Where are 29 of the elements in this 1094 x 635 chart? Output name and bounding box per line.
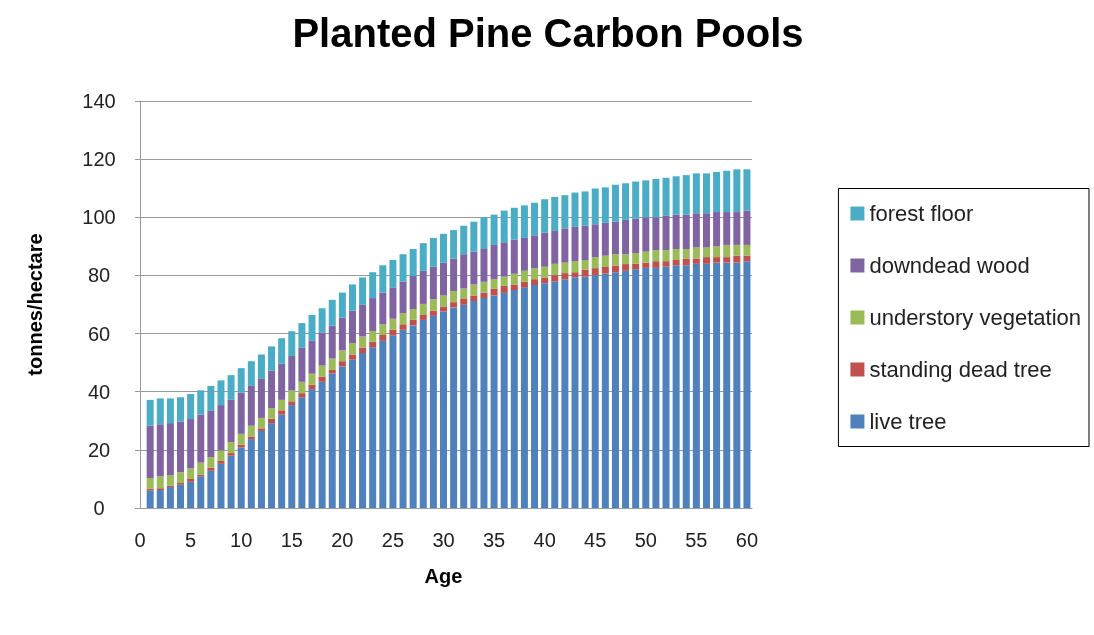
x-tick-label: 25 bbox=[381, 529, 405, 551]
x-tick-label: 5 bbox=[185, 529, 197, 551]
y-tick-label: 100 bbox=[82, 206, 116, 229]
x-tick-label: 30 bbox=[432, 529, 455, 551]
y-tick-label: 140 bbox=[82, 90, 116, 112]
x-tick-label: 60 bbox=[735, 529, 759, 551]
y-tick-label: 60 bbox=[87, 322, 111, 345]
x-tick-label: 50 bbox=[634, 529, 657, 551]
y-tick-label: 20 bbox=[87, 438, 111, 461]
x-tick-label: 45 bbox=[584, 529, 607, 551]
y-tick-label: 40 bbox=[87, 380, 111, 403]
legend-label: forest floor bbox=[869, 201, 974, 226]
x-tick-label: 10 bbox=[230, 529, 253, 551]
x-tick-label: 20 bbox=[331, 529, 354, 551]
x-tick-label: 40 bbox=[533, 529, 556, 551]
x-axis-title: Age bbox=[424, 565, 463, 587]
chart-title: Planted Pine Carbon Pools bbox=[292, 11, 804, 55]
y-tick-label: 120 bbox=[82, 148, 116, 171]
legend-label: standing dead tree bbox=[869, 357, 1052, 382]
legend-label: downdead wood bbox=[869, 253, 1030, 278]
x-tick-label: 35 bbox=[482, 529, 506, 551]
y-tick-label: 80 bbox=[87, 264, 111, 287]
x-tick-label: 0 bbox=[134, 529, 146, 551]
y-axis-title: tonnes/hectare bbox=[24, 233, 46, 376]
legend-label: understory vegetation bbox=[869, 305, 1081, 330]
x-tick-label: 55 bbox=[685, 529, 708, 551]
x-tick-label: 15 bbox=[280, 529, 303, 551]
legend-label: live tree bbox=[869, 409, 947, 434]
y-tick-label: 0 bbox=[93, 497, 105, 519]
